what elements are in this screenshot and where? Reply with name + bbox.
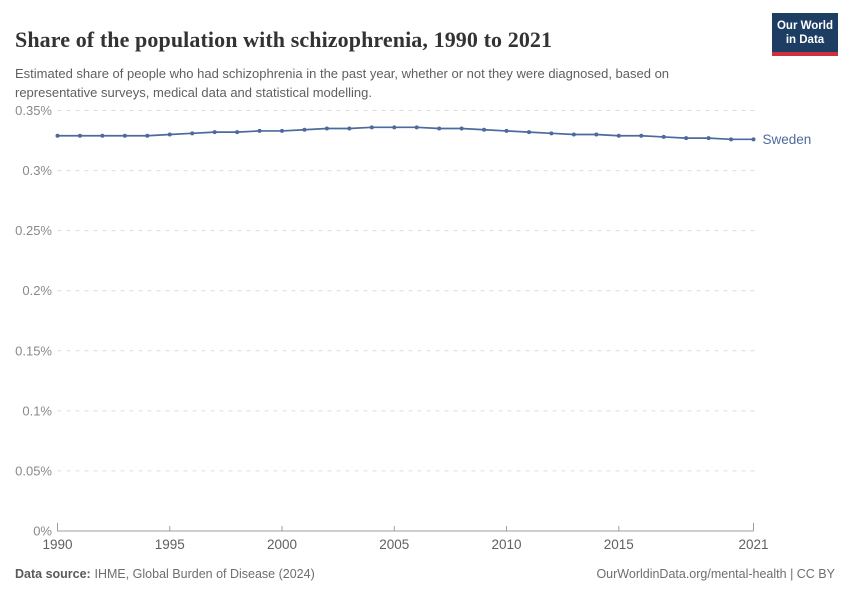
data-point[interactable] xyxy=(122,133,127,138)
y-axis-tick-label: 0.2% xyxy=(22,283,52,298)
x-axis-tick-label: 2021 xyxy=(738,537,768,552)
data-point[interactable] xyxy=(190,131,195,136)
data-source-note: Data source: IHME, Global Burden of Disea… xyxy=(15,567,315,581)
y-axis-tick-label: 0.25% xyxy=(15,223,52,238)
data-point[interactable] xyxy=(55,133,60,138)
x-axis-tick-label: 2010 xyxy=(492,537,522,552)
data-point[interactable] xyxy=(594,132,599,137)
y-axis-tick-label: 0.05% xyxy=(15,463,52,478)
y-axis-tick-label: 0.15% xyxy=(15,343,52,358)
x-axis-tick-label: 1995 xyxy=(155,537,185,552)
data-point[interactable] xyxy=(482,127,487,132)
owid-url-license-link[interactable]: OurWorldinData.org/mental-health | CC BY xyxy=(596,567,835,581)
data-point[interactable] xyxy=(616,133,621,138)
data-point[interactable] xyxy=(729,137,734,142)
data-point[interactable] xyxy=(751,137,756,142)
data-point[interactable] xyxy=(302,127,307,132)
x-axis-tick-label: 2015 xyxy=(604,537,634,552)
data-point[interactable] xyxy=(706,136,711,141)
chart-subtitle: Estimated share of people who had schizo… xyxy=(15,66,670,100)
data-point[interactable] xyxy=(661,134,666,139)
data-point[interactable] xyxy=(167,132,172,137)
data-point[interactable] xyxy=(280,128,285,133)
data-point[interactable] xyxy=(235,130,240,135)
y-axis-tick-label: 0.1% xyxy=(22,403,52,418)
x-axis-tick-label: 1990 xyxy=(42,537,72,552)
data-point[interactable] xyxy=(347,126,352,131)
chart-footer: Data source: IHME, Global Burden of Disea… xyxy=(15,567,835,581)
series-line-sweden[interactable] xyxy=(57,126,754,141)
data-source-value: IHME, Global Burden of Disease (2024) xyxy=(94,567,315,581)
series-label-sweden[interactable]: Sweden xyxy=(763,132,812,147)
data-point[interactable] xyxy=(257,128,262,133)
owid-logo[interactable]: Our World in Data xyxy=(772,13,838,56)
data-point[interactable] xyxy=(77,133,82,138)
data-point[interactable] xyxy=(392,125,397,130)
data-point[interactable] xyxy=(145,133,150,138)
data-point[interactable] xyxy=(414,125,419,130)
data-point[interactable] xyxy=(571,132,576,137)
owid-logo-line2: in Data xyxy=(785,34,825,46)
data-point[interactable] xyxy=(504,128,509,133)
data-point[interactable] xyxy=(526,130,531,135)
data-point[interactable] xyxy=(639,133,644,138)
data-point[interactable] xyxy=(684,136,689,141)
data-point[interactable] xyxy=(459,126,464,131)
data-point[interactable] xyxy=(324,126,329,131)
y-axis-tick-label: 0% xyxy=(33,524,52,539)
x-axis-tick-label: 2000 xyxy=(267,537,297,552)
data-point[interactable] xyxy=(549,131,554,136)
y-axis-tick-label: 0.3% xyxy=(22,163,52,178)
y-axis-tick-label: 0.35% xyxy=(15,103,52,118)
data-point[interactable] xyxy=(437,126,442,131)
data-point[interactable] xyxy=(369,125,374,130)
data-point[interactable] xyxy=(212,130,217,135)
x-axis-tick-label: 2005 xyxy=(379,537,409,552)
data-source-label: Data source: xyxy=(15,567,91,581)
page-title: Share of the population with schizophren… xyxy=(15,26,553,52)
owid-logo-line1: Our World xyxy=(776,20,833,32)
data-point[interactable] xyxy=(100,133,105,138)
